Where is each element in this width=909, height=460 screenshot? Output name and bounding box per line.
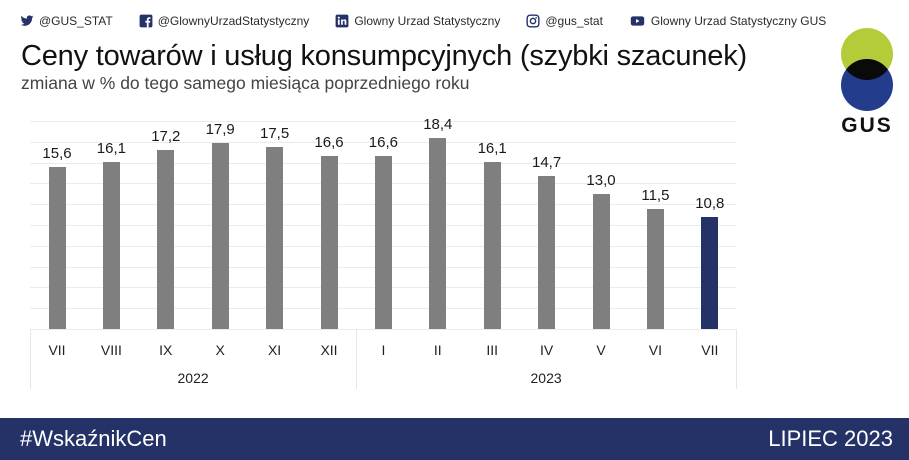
footer-hashtag[interactable]: #WskaźnikCen: [20, 426, 167, 451]
x-group-label: 2023: [530, 370, 562, 386]
bar-value-label: 18,4: [423, 115, 453, 133]
footer-bar: #WskaźnikCen LIPIEC 2023: [0, 418, 909, 460]
x-tick-label: VI: [648, 342, 662, 358]
bar-value-label: 10,8: [695, 194, 725, 212]
social-youtube[interactable]: Glowny Urzad Statystyczny GUS: [629, 14, 826, 28]
twitter-icon: [20, 15, 34, 26]
bar: [646, 209, 664, 329]
x-tick-label: XII: [320, 342, 338, 358]
chart-subtitle: zmiana w % do tego samego miesiąca poprz…: [21, 73, 470, 93]
bar-value-label: 17,2: [151, 128, 181, 146]
social-linkedin[interactable]: Glowny Urzad Statystyczny: [335, 14, 500, 28]
bar-value-label: 17,9: [205, 120, 235, 138]
bar-value-label: 14,7: [531, 154, 562, 172]
bar-value-label: 15,6: [42, 144, 72, 162]
x-tick-label: VIII: [100, 342, 122, 358]
bar: [429, 137, 447, 329]
social-facebook[interactable]: @GlownyUrzadStatystyczny: [139, 14, 310, 28]
bar: [374, 156, 392, 329]
x-tick-label: VII: [48, 342, 66, 358]
bar: [592, 193, 610, 329]
chart-plot-area: 15,6 16,1 17,2 17,9 17,5 16,6 16,6 18,4 16,1 14,7…: [30, 116, 736, 330]
bar-value-label: 16,1: [96, 139, 126, 157]
gridline: [30, 121, 736, 122]
x-tick-label: XI: [267, 342, 282, 358]
axis-separator: [736, 329, 737, 389]
social-twitter[interactable]: @GUS_STAT: [20, 14, 113, 28]
bar: [211, 142, 229, 329]
chart-title: Ceny towarów i usług konsumpcyjnych (szy…: [21, 40, 747, 72]
social-label: Glowny Urzad Statystyczny GUS: [650, 14, 827, 28]
gridline: [30, 329, 736, 330]
x-axis: VII VIII IX X XI XII I II III IV V VI VII 2022 2023: [30, 329, 737, 389]
x-tick-label: IX: [159, 342, 173, 358]
facebook-icon: [139, 14, 153, 28]
linkedin-icon: [335, 14, 349, 28]
axis-separator: [356, 329, 358, 389]
social-label: @GlownyUrzadStatystyczny: [157, 14, 310, 28]
social-instagram[interactable]: @gus_stat: [526, 14, 603, 28]
bar: [483, 161, 501, 329]
x-tick-label: V: [596, 342, 606, 358]
youtube-icon: [630, 16, 645, 26]
gridline: [30, 141, 736, 143]
bar: [266, 147, 284, 329]
bar: [48, 166, 66, 329]
social-label: @GUS_STAT: [39, 14, 113, 28]
social-links: @GUS_STAT @GlownyUrzadStatystyczny Glown…: [20, 14, 852, 28]
x-tick-label: I: [381, 342, 386, 358]
gus-logo: GUS: [838, 28, 896, 138]
bar-value-label: 16,6: [314, 134, 344, 152]
x-tick-label: III: [486, 342, 499, 358]
x-tick-label: X: [215, 342, 225, 358]
x-tick-label: IV: [539, 342, 554, 358]
x-tick-label: II: [433, 342, 442, 358]
social-label: @gus_stat: [545, 14, 603, 28]
instagram-icon: [526, 14, 540, 28]
bar: [102, 161, 120, 329]
x-group-label: 2022: [177, 370, 209, 386]
bar-value-label: 11,5: [641, 187, 670, 205]
bar-value-label: 16,6: [368, 134, 398, 152]
x-tick-label: VII: [701, 342, 719, 358]
bar: [320, 156, 338, 329]
social-label: Glowny Urzad Statystyczny: [354, 14, 501, 28]
bar: [157, 150, 175, 329]
bar-value-label: 13,0: [586, 171, 616, 189]
gus-logo-icon: [841, 28, 893, 111]
axis-separator: [30, 329, 31, 389]
footer-period: LIPIEC 2023: [768, 426, 893, 451]
bar-value-label: 17,5: [259, 125, 290, 142]
bar: [701, 216, 719, 329]
bar-value-label: 16,1: [477, 139, 507, 157]
logo-text: GUS: [841, 114, 893, 137]
bar: [538, 176, 556, 329]
